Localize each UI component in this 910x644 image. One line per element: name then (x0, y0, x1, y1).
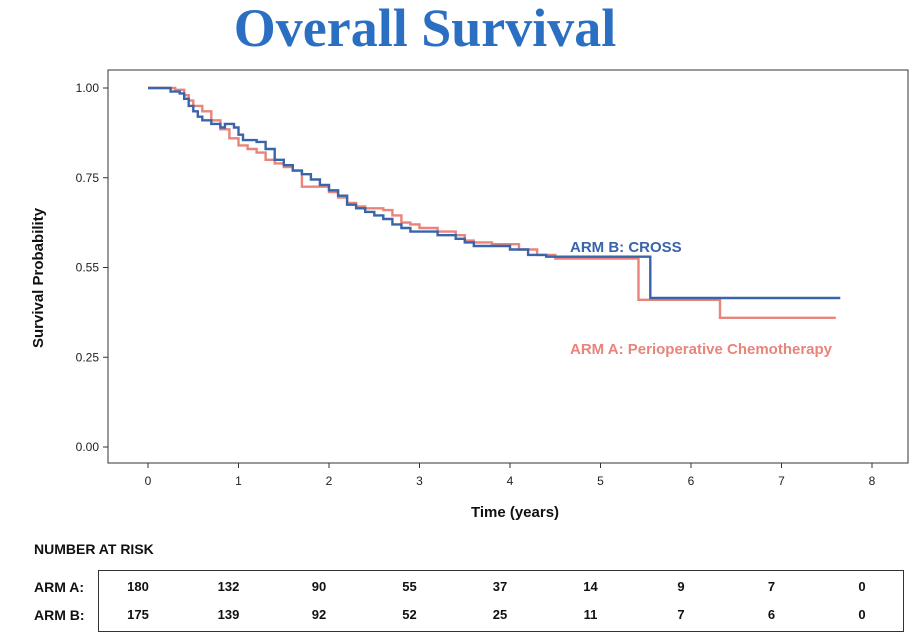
risk-cell: 139 (217, 607, 240, 622)
risk-cell: 37 (492, 579, 508, 594)
y-tick-label: 0.55 (76, 261, 100, 275)
risk-cell: 92 (311, 607, 327, 622)
risk-cell: 7 (677, 607, 685, 622)
arm-b-label: ARM B: CROSS (570, 239, 682, 256)
x-tick-label: 1 (235, 474, 242, 488)
y-axis-label: Survival Probability (30, 207, 47, 348)
plot-area (107, 69, 909, 464)
y-tick-label: 1.00 (76, 81, 100, 95)
chart-title: Overall Survival (233, 0, 617, 58)
risk-arm-a-label: ARM A: (34, 579, 85, 595)
risk-table-heading: NUMBER AT RISK (34, 541, 154, 557)
arm-a-label: ARM A: Perioperative Chemotherapy (570, 341, 833, 358)
x-tick-label: 8 (869, 474, 876, 488)
risk-cell: 14 (583, 579, 598, 594)
risk-table-box (98, 570, 904, 632)
x-tick-label: 7 (778, 474, 785, 488)
risk-cell: 175 (127, 607, 149, 622)
risk-cell: 25 (492, 607, 508, 622)
risk-cell: 132 (217, 579, 240, 594)
risk-cell: 6 (767, 607, 776, 622)
y-axis: 0.00 0.25 0.55 0.75 1.00 (76, 81, 108, 454)
x-tick-label: 2 (326, 474, 333, 488)
x-tick-label: 0 (145, 474, 152, 488)
risk-cell: 11 (583, 607, 598, 622)
km-chart: 0.00 0.25 0.55 0.75 1.00 0 1 2 3 4 5 6 7 8 Survival … (30, 69, 909, 521)
risk-cell: 55 (402, 579, 417, 594)
risk-cell: 9 (677, 579, 685, 594)
x-tick-label: 3 (416, 474, 423, 488)
arm-b-cross-curve (148, 86, 841, 300)
x-tick-label: 5 (597, 474, 604, 488)
risk-arm-b-label: ARM B: (34, 607, 85, 623)
risk-cell: 52 (402, 607, 417, 622)
x-tick-label: 4 (507, 474, 514, 488)
risk-cell: 90 (311, 579, 327, 594)
y-tick-label: 0.75 (76, 171, 100, 185)
x-axis-label: Time (years) (471, 504, 559, 521)
risk-cell: 0 (858, 607, 866, 622)
risk-cell: 180 (127, 579, 149, 594)
risk-cell: 0 (858, 579, 866, 594)
arm-a-chemo-curve (148, 86, 836, 319)
x-axis: 0 1 2 3 4 5 6 7 8 (145, 463, 876, 488)
risk-cell: 7 (767, 579, 776, 594)
series-lines (148, 86, 841, 319)
y-tick-label: 0.00 (76, 440, 100, 454)
y-tick-label: 0.25 (76, 350, 100, 364)
x-tick-label: 6 (688, 474, 695, 488)
